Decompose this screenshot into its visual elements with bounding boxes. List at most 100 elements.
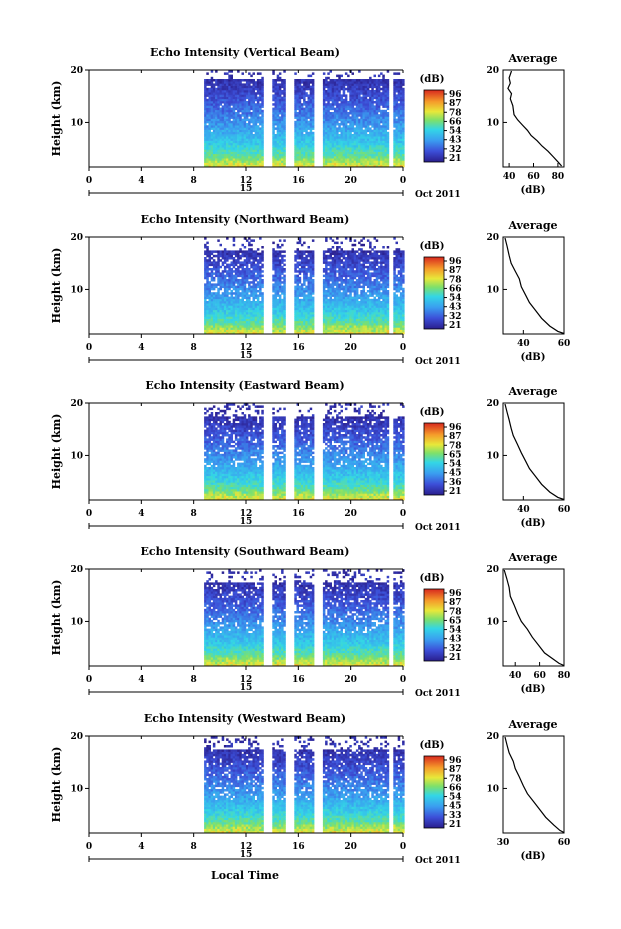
heatmap-cell: [340, 87, 343, 91]
heatmap-cell: [276, 109, 280, 113]
heatmap-cell: [300, 265, 304, 269]
heatmap-cell: [373, 162, 376, 166]
heatmap-cell: [272, 90, 275, 93]
heatmap-cell: [217, 325, 220, 328]
heatmap-cell: [230, 301, 233, 304]
heatmap-cell: [311, 323, 315, 326]
heatmap-cell: [250, 79, 253, 82]
heatmap-cell: [362, 164, 365, 168]
heatmap-cell: [386, 131, 390, 135]
heatmap-cell: [245, 298, 249, 302]
heatmap-cell: [300, 105, 304, 108]
heatmap-cell: [219, 329, 222, 333]
heatmap-cell: [397, 125, 401, 128]
heatmap-cell: [298, 237, 302, 240]
heatmap-cell: [347, 87, 350, 91]
heatmap-cell: [239, 142, 242, 146]
heatmap-cell: [298, 290, 302, 293]
heatmap-cell: [234, 320, 238, 324]
heatmap-cell: [355, 160, 359, 163]
heatmap-cell: [296, 140, 299, 144]
average-y-tick-label: 10: [486, 118, 499, 128]
heatmap-cell: [283, 98, 286, 102]
heatmap-cell: [309, 298, 313, 302]
heatmap-cell: [325, 327, 328, 330]
heatmap-cell: [294, 279, 297, 282]
heatmap-cell: [369, 83, 372, 86]
heatmap-cell: [256, 140, 260, 144]
heatmap-cell: [278, 162, 282, 166]
heatmap-cell: [239, 114, 242, 117]
heatmap-cell: [206, 246, 209, 249]
heatmap-cell: [338, 272, 341, 275]
heatmap-cell: [237, 145, 240, 148]
heatmap-cell: [228, 114, 231, 117]
heatmap-cell: [355, 142, 359, 146]
heatmap-cell: [296, 241, 299, 245]
heatmap-cell: [276, 74, 280, 78]
heatmap-cell: [237, 325, 240, 328]
heatmap-cell: [382, 118, 385, 122]
heatmap-cell: [281, 83, 284, 86]
heatmap-cell: [248, 164, 251, 168]
heatmap-cell: [283, 327, 286, 330]
heatmap-cell: [353, 129, 357, 133]
heatmap-cell: [250, 107, 253, 111]
heatmap-cell: [248, 92, 251, 95]
heatmap-cell: [276, 76, 280, 80]
heatmap-cell: [298, 257, 302, 260]
heatmap-cell: [232, 237, 236, 240]
heatmap-cell: [327, 131, 330, 135]
heatmap-cell: [360, 90, 363, 93]
heatmap-cell: [274, 261, 277, 264]
heatmap-cell: [347, 323, 350, 326]
heatmap-cell: [228, 83, 231, 86]
heatmap-cell: [215, 307, 218, 311]
heatmap-cell: [373, 134, 376, 137]
heatmap-cell: [380, 103, 383, 106]
heatmap-cell: [226, 138, 229, 141]
heatmap-cell: [212, 261, 216, 264]
heatmap-cell: [219, 323, 222, 326]
heatmap-cell: [230, 96, 233, 100]
heatmap-cell: [327, 164, 330, 168]
heatmap-cell: [210, 162, 214, 166]
heatmap-cell: [377, 160, 381, 163]
heatmap-cell: [355, 158, 359, 161]
heatmap-cell: [248, 254, 251, 258]
heatmap-cell: [298, 162, 302, 166]
heatmap-cell: [223, 316, 227, 319]
heatmap-cell: [353, 92, 357, 95]
heatmap-cell: [311, 96, 315, 100]
heatmap-cell: [296, 162, 299, 166]
heatmap-cell: [294, 120, 297, 124]
heatmap-cell: [296, 153, 299, 157]
heatmap-cell: [261, 105, 264, 108]
heatmap-cell: [239, 325, 242, 328]
heatmap-cell: [375, 94, 379, 97]
heatmap-cell: [311, 151, 315, 155]
heatmap-cell: [283, 160, 286, 163]
heatmap-cell: [281, 96, 284, 100]
heatmap-cell: [303, 305, 306, 308]
heatmap-cell: [331, 294, 335, 297]
heatmap-cell: [234, 294, 238, 297]
heatmap-cell: [364, 118, 368, 122]
heatmap-cell: [305, 79, 308, 82]
heatmap-cell: [309, 162, 313, 166]
heatmap-cell: [344, 160, 348, 163]
heatmap-cell: [336, 331, 339, 335]
heatmap-cell: [212, 312, 216, 315]
heatmap-cell: [208, 164, 211, 168]
heatmap-cell: [210, 160, 214, 163]
heatmap-cell: [239, 151, 242, 155]
heatmap-cell: [351, 94, 354, 97]
heatmap-cell: [245, 252, 249, 256]
heatmap-cell: [281, 325, 284, 328]
heatmap-cell: [248, 101, 251, 104]
heatmap-cell: [206, 320, 209, 324]
heatmap-cell: [217, 239, 220, 242]
heatmap-cell: [219, 298, 222, 302]
heatmap-cell: [278, 325, 282, 328]
heatmap-cell: [331, 268, 335, 271]
